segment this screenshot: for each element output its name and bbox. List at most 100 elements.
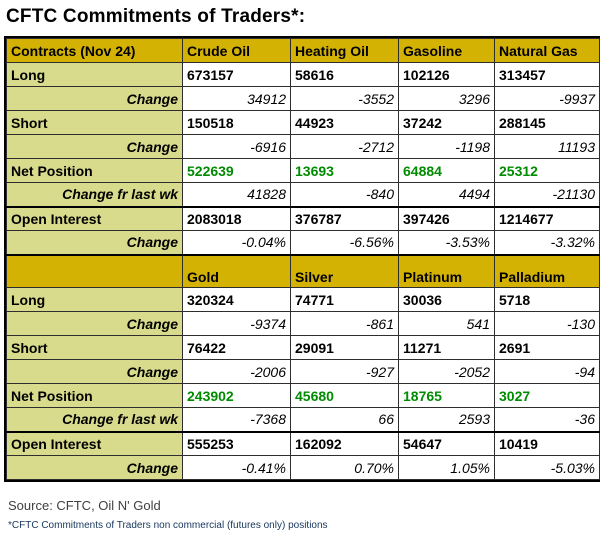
energy-table-row: Open Interest 2083018 376787 397426 1214677 — [6, 205, 600, 231]
value-cell: 320324 — [182, 287, 291, 312]
value-cell: 4494 — [398, 182, 495, 207]
cot-table-body: Contracts (Nov 24) Crude Oil Heating Oil Ga… — [6, 38, 600, 480]
value-cell: 1214677 — [494, 205, 600, 231]
value-cell: 34912 — [182, 86, 291, 111]
energy-column-header: Natural Gas — [494, 38, 600, 63]
value-cell: 41828 — [182, 182, 291, 207]
value-cell: 66 — [290, 407, 399, 432]
value-cell: 243902 — [182, 383, 291, 408]
value-cell: 30036 — [398, 287, 495, 312]
metals-table-row: Change -9374 -861 541 -130 — [6, 311, 600, 336]
value-cell: -6916 — [182, 134, 291, 159]
value-cell: 102126 — [398, 62, 495, 87]
value-cell: -2006 — [182, 359, 291, 384]
row-label: Long — [6, 287, 183, 312]
value-cell: 2083018 — [182, 205, 291, 231]
value-cell: -130 — [494, 311, 600, 336]
value-cell: 11271 — [398, 335, 495, 360]
energy-column-header: Gasoline — [398, 38, 495, 63]
row-label: Open Interest — [6, 205, 183, 231]
row-label: Change — [6, 359, 183, 384]
energy-table-row: Change fr last wk 41828 -840 4494 -21130 — [6, 182, 600, 207]
value-cell: 3296 — [398, 86, 495, 111]
value-cell: 29091 — [290, 335, 399, 360]
metals-column-header: Silver — [290, 253, 399, 288]
value-cell: 541 — [398, 311, 495, 336]
row-label: Change fr last wk — [6, 182, 183, 207]
value-cell: 13693 — [290, 158, 399, 183]
value-cell: 45680 — [290, 383, 399, 408]
value-cell: 76422 — [182, 335, 291, 360]
value-cell: 3027 — [494, 383, 600, 408]
metals-label-column-header — [6, 253, 183, 288]
value-cell: 313457 — [494, 62, 600, 87]
value-cell: 522639 — [182, 158, 291, 183]
metals-table-row: Net Position 243902 45680 18765 3027 — [6, 383, 600, 408]
metals-column-header: Gold — [182, 253, 291, 288]
value-cell: -861 — [290, 311, 399, 336]
value-cell: 150518 — [182, 110, 291, 135]
value-cell: 162092 — [290, 430, 399, 456]
value-cell: 1.05% — [398, 455, 495, 480]
row-label: Change — [6, 86, 183, 111]
row-label: Change — [6, 134, 183, 159]
value-cell: -0.04% — [182, 230, 291, 255]
value-cell: 54647 — [398, 430, 495, 456]
value-cell: -36 — [494, 407, 600, 432]
row-label: Short — [6, 335, 183, 360]
value-cell: 0.70% — [290, 455, 399, 480]
value-cell: 11193 — [494, 134, 600, 159]
row-label: Change — [6, 230, 183, 255]
row-label: Open Interest — [6, 430, 183, 456]
value-cell: -840 — [290, 182, 399, 207]
value-cell: -3.32% — [494, 230, 600, 255]
value-cell: -3.53% — [398, 230, 495, 255]
metals-header-row: Gold Silver Platinum Palladium — [6, 253, 600, 288]
value-cell: 10419 — [494, 430, 600, 456]
metals-table-row: Open Interest 555253 162092 54647 10419 — [6, 430, 600, 456]
metals-table-row: Long 320324 74771 30036 5718 — [6, 287, 600, 312]
metals-table-row: Short 76422 29091 11271 2691 — [6, 335, 600, 360]
value-cell: 2593 — [398, 407, 495, 432]
metals-table-row: Change -2006 -927 -2052 -94 — [6, 359, 600, 384]
energy-header-row: Contracts (Nov 24) Crude Oil Heating Oil Ga… — [6, 38, 600, 63]
value-cell: -3552 — [290, 86, 399, 111]
value-cell: 555253 — [182, 430, 291, 456]
cot-table: Contracts (Nov 24) Crude Oil Heating Oil Ga… — [6, 38, 600, 480]
value-cell: -7368 — [182, 407, 291, 432]
metals-table-row: Change fr last wk -7368 66 2593 -36 — [6, 407, 600, 432]
value-cell: -21130 — [494, 182, 600, 207]
value-cell: 18765 — [398, 383, 495, 408]
energy-table-row: Long 673157 58616 102126 313457 — [6, 62, 600, 87]
row-label: Change — [6, 455, 183, 480]
cot-table-wrapper: Contracts (Nov 24) Crude Oil Heating Oil Ga… — [4, 36, 600, 482]
energy-column-header: Heating Oil — [290, 38, 399, 63]
energy-table-row: Change 34912 -3552 3296 -9937 — [6, 86, 600, 111]
value-cell: -6.56% — [290, 230, 399, 255]
value-cell: -1198 — [398, 134, 495, 159]
value-cell: 288145 — [494, 110, 600, 135]
row-label: Long — [6, 62, 183, 87]
value-cell: 673157 — [182, 62, 291, 87]
energy-table-row: Change -6916 -2712 -1198 11193 — [6, 134, 600, 159]
value-cell: -9937 — [494, 86, 600, 111]
value-cell: -9374 — [182, 311, 291, 336]
value-cell: 74771 — [290, 287, 399, 312]
row-label: Short — [6, 110, 183, 135]
energy-table-row: Short 150518 44923 37242 288145 — [6, 110, 600, 135]
value-cell: -5.03% — [494, 455, 600, 480]
value-cell: 25312 — [494, 158, 600, 183]
energy-table-row: Change -0.04% -6.56% -3.53% -3.32% — [6, 230, 600, 255]
metals-column-header: Platinum — [398, 253, 495, 288]
value-cell: -2712 — [290, 134, 399, 159]
value-cell: 37242 — [398, 110, 495, 135]
metals-column-header: Palladium — [494, 253, 600, 288]
value-cell: 44923 — [290, 110, 399, 135]
energy-column-header: Crude Oil — [182, 38, 291, 63]
value-cell: 58616 — [290, 62, 399, 87]
value-cell: 376787 — [290, 205, 399, 231]
value-cell: -927 — [290, 359, 399, 384]
row-label: Net Position — [6, 383, 183, 408]
source-text: Source: CFTC, Oil N' Gold — [8, 498, 161, 513]
